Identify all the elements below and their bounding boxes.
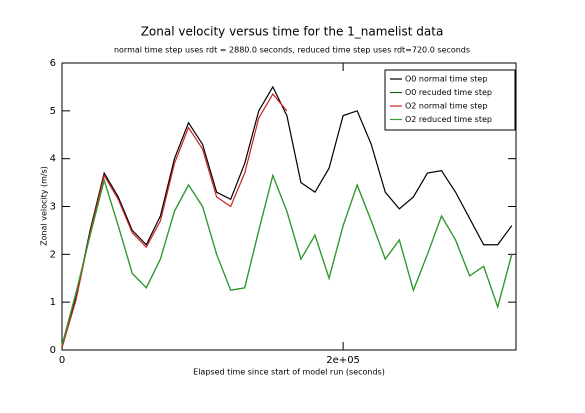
- y-tick-label: 2: [50, 249, 56, 260]
- series-line: [61, 173, 513, 346]
- x-tick-label: 0: [59, 355, 65, 366]
- series-line: [61, 85, 513, 348]
- y-tick-label: 0: [50, 345, 56, 356]
- y-tick-label: 5: [50, 106, 56, 117]
- series-line: [61, 93, 288, 348]
- series-line: [61, 173, 513, 346]
- y-tick-label: 1: [50, 297, 56, 308]
- chart-subtitle: normal time step uses rdt = 2880.0 secon…: [114, 46, 470, 55]
- legend-label: O0 normal time step: [405, 75, 487, 84]
- y-tick-label: 6: [50, 58, 56, 69]
- legend-box: [384, 69, 516, 131]
- legend-label: O2 reduced time step: [405, 115, 492, 124]
- chart-title: Zonal velocity versus time for the 1_nam…: [141, 25, 444, 39]
- legend-label: O0 recuded time step: [405, 88, 492, 97]
- legend-label: O2 normal time step: [405, 102, 487, 111]
- x-axis-label: Elapsed time since start of model run (s…: [193, 368, 385, 377]
- y-tick-label: 4: [50, 154, 56, 165]
- y-axis-label: Zonal velocity (m/s): [40, 166, 49, 246]
- x-tick-label: 2e+05: [326, 355, 360, 366]
- y-tick-label: 3: [50, 202, 56, 213]
